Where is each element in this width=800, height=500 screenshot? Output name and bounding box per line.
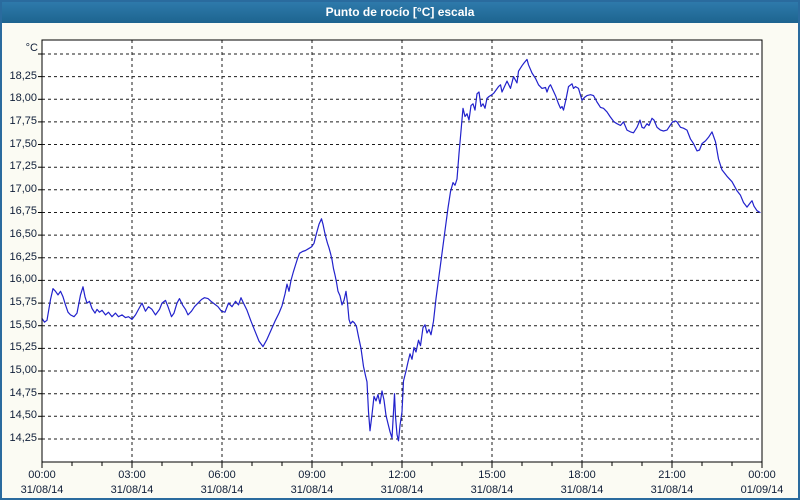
y-tick-label: 17,00: [9, 182, 37, 195]
x-tick-date-label: 31/08/14: [200, 484, 244, 496]
window-title: Punto de rocío [°C] escala: [325, 5, 475, 19]
x-tick-time-label: 00:00: [748, 469, 776, 481]
y-tick-label: 17,75: [9, 114, 37, 127]
y-tick-label: 16,50: [9, 228, 37, 241]
y-tick-label: 15,25: [9, 341, 37, 354]
x-tick-date-label: 31/08/14: [380, 484, 424, 496]
x-tick-time-label: 03:00: [118, 469, 146, 481]
y-tick-label: 14,50: [9, 409, 37, 422]
plot-border: [41, 39, 763, 463]
y-tick-label: 15,00: [9, 364, 37, 377]
x-tick-time-label: 06:00: [208, 469, 236, 481]
x-tick-date-label: 31/08/14: [20, 484, 64, 496]
x-tick-date-label: 01/09/14: [740, 484, 784, 496]
x-tick-time-label: 09:00: [298, 469, 326, 481]
x-tick-date-label: 31/08/14: [290, 484, 334, 496]
y-tick-label: 15,50: [9, 318, 37, 331]
y-tick-label: 18,00: [9, 92, 37, 105]
x-tick-date-label: 31/08/14: [110, 484, 154, 496]
dewpoint-series-line: [41, 58, 761, 442]
y-tick-label: 14,25: [9, 431, 37, 444]
x-tick-date-label: 31/08/14: [560, 484, 604, 496]
x-tick-time-label: 18:00: [568, 469, 596, 481]
x-tick-time-label: 12:00: [388, 469, 416, 481]
x-tick-time-label: 00:00: [28, 469, 56, 481]
y-axis-unit-label: °C: [25, 42, 38, 54]
x-tick-date-label: 31/08/14: [470, 484, 514, 496]
title-bar: Punto de rocío [°C] escala: [2, 2, 798, 23]
y-tick-label: 17,50: [9, 137, 37, 150]
chart-canvas: [38, 39, 763, 468]
x-tick-date-label: 31/08/14: [650, 484, 694, 496]
y-tick-label: 15,75: [9, 296, 37, 309]
x-tick-time-label: 21:00: [658, 469, 686, 481]
chart-area: °C 18,25 18,00 17,75 17,50 17,25 17,00 16,75 16…: [2, 23, 798, 498]
y-tick-label: 16,25: [9, 250, 37, 263]
x-tick-time-label: 15:00: [478, 469, 506, 481]
y-tick-label: 14,75: [9, 386, 37, 399]
y-tick-label: 18,25: [9, 69, 37, 82]
y-tick-label: 17,25: [9, 160, 37, 173]
y-tick-label: 16,75: [9, 205, 37, 218]
y-tick-label: 16,00: [9, 273, 37, 286]
